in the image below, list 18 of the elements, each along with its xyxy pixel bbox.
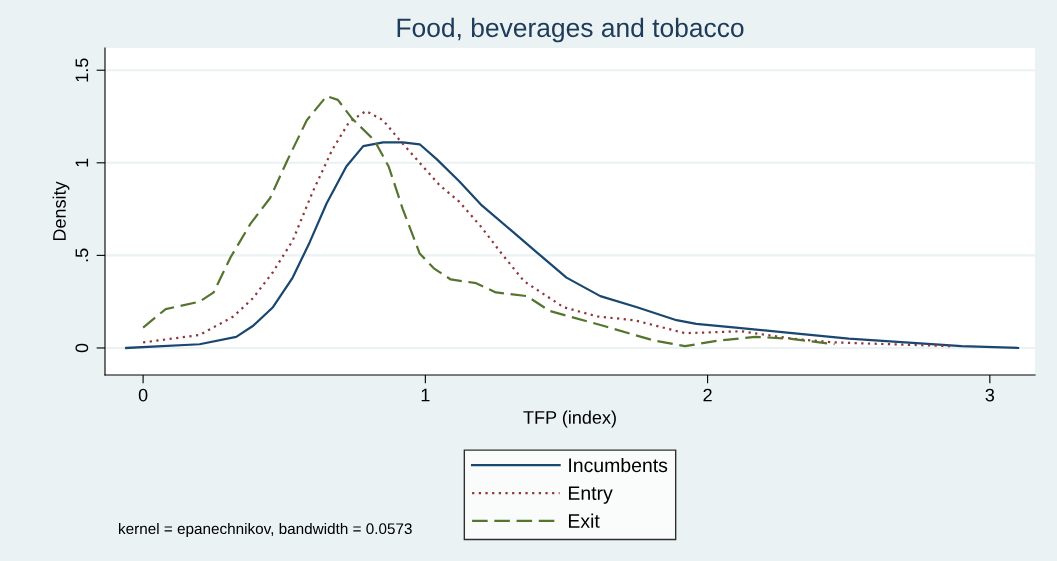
y-tick-label: 1.5 (75, 58, 89, 82)
line-series (125, 141, 1020, 350)
y-tick-label: 1 (75, 158, 89, 167)
x-tick-label: 0 (138, 388, 148, 402)
line-series (141, 95, 836, 348)
legend-label: Exit (568, 513, 600, 528)
y-tick-label: .5 (75, 248, 89, 262)
x-tick-label: 1 (421, 388, 430, 402)
x-tick-label: 2 (703, 388, 712, 402)
chart-title: Food, beverages and tobacco (397, 17, 744, 43)
text: kernel = epanechnikov, bandwidth = 0.0573 (119, 522, 412, 538)
legend-label: Incumbents (569, 457, 668, 473)
line-series (141, 109, 952, 348)
x-tick-label: 3 (985, 388, 995, 402)
y-tick-label: 0 (75, 343, 89, 353)
y-axis-title: Density (52, 181, 70, 241)
x-axis-title: TFP (index) (523, 410, 616, 428)
legend-label: Entry (568, 486, 613, 504)
